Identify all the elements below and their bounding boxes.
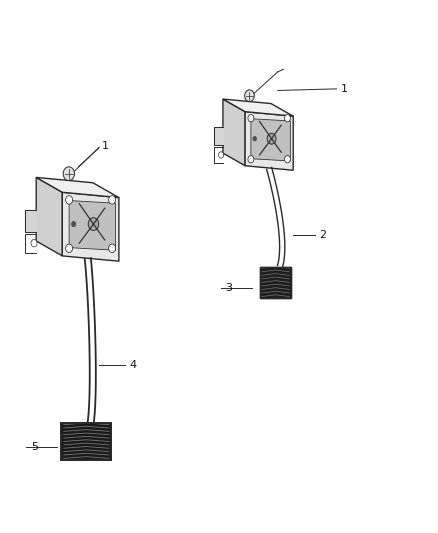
- Circle shape: [66, 244, 73, 253]
- Circle shape: [109, 244, 116, 253]
- Text: 1: 1: [102, 141, 109, 151]
- Text: 5: 5: [31, 442, 38, 452]
- Polygon shape: [36, 177, 119, 198]
- Polygon shape: [245, 112, 293, 170]
- Circle shape: [71, 221, 76, 227]
- Bar: [260, 266, 291, 298]
- Polygon shape: [223, 99, 245, 166]
- Circle shape: [248, 156, 254, 163]
- Circle shape: [284, 156, 290, 163]
- Text: 2: 2: [319, 230, 326, 240]
- Polygon shape: [214, 127, 223, 145]
- Circle shape: [109, 196, 116, 204]
- Bar: [61, 423, 111, 460]
- Bar: [260, 266, 291, 298]
- Circle shape: [219, 152, 224, 158]
- Polygon shape: [69, 200, 116, 251]
- Circle shape: [248, 115, 254, 122]
- Polygon shape: [36, 177, 62, 256]
- Text: 1: 1: [341, 84, 348, 94]
- Polygon shape: [25, 210, 36, 232]
- Circle shape: [267, 133, 276, 144]
- Polygon shape: [223, 99, 293, 116]
- Polygon shape: [251, 119, 290, 161]
- Bar: [61, 423, 111, 460]
- Circle shape: [253, 136, 257, 141]
- Polygon shape: [62, 192, 119, 261]
- Circle shape: [31, 239, 37, 247]
- Circle shape: [245, 90, 254, 102]
- Circle shape: [66, 196, 73, 204]
- Text: 3: 3: [226, 282, 233, 293]
- Circle shape: [284, 115, 290, 122]
- Text: 4: 4: [130, 360, 137, 369]
- Circle shape: [63, 167, 74, 181]
- Circle shape: [88, 217, 99, 230]
